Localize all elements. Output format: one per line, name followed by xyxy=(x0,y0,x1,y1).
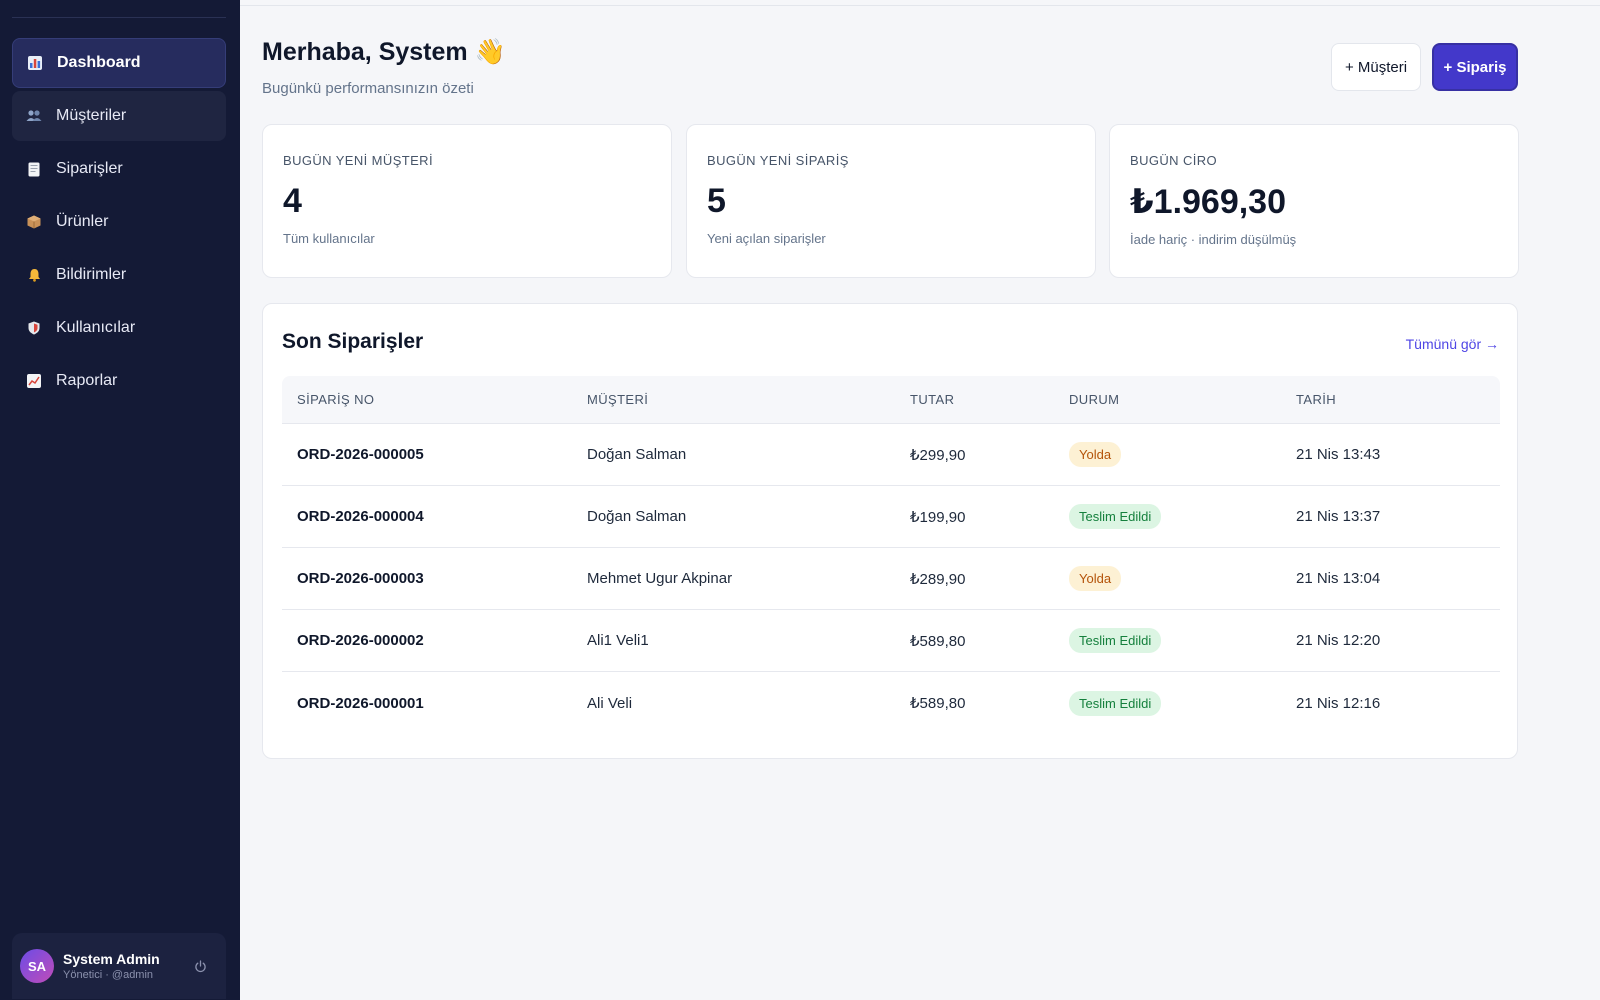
table-header: SİPARİŞ NO MÜŞTERİ TUTAR DURUM TARİH xyxy=(282,376,1500,424)
sidebar-item-label: Ürünler xyxy=(56,213,109,230)
divider xyxy=(12,17,226,18)
user-card: SA System Admin Yönetici · @admin xyxy=(12,933,226,999)
stat-value: 4 xyxy=(283,182,302,220)
order-amount: ₺589,80 xyxy=(910,632,966,650)
bell-icon xyxy=(26,267,42,283)
recent-orders-card: Son Siparişler Tümünü gör → SİPARİŞ NO M… xyxy=(262,303,1518,759)
user-role: Yönetici · @admin xyxy=(63,969,154,981)
stat-card-revenue: BUGÜN CİRO ₺1.969,30 İade hariç · indiri… xyxy=(1109,124,1519,278)
add-order-button[interactable]: + Sipariş xyxy=(1432,43,1518,91)
page-subtitle: Bugünkü performansınızın özeti xyxy=(262,80,474,97)
sidebar-nav: Dashboard Müşteriler Siparişler Ürünler … xyxy=(12,38,226,409)
order-date: 21 Nis 12:16 xyxy=(1296,694,1381,712)
sidebar-item-label: Raporlar xyxy=(56,372,118,389)
add-customer-button[interactable]: + Müşteri xyxy=(1331,43,1421,91)
status-cell: Teslim Edildi xyxy=(1069,504,1296,529)
customer-name: Doğan Salman xyxy=(587,446,687,463)
sidebar-item-orders[interactable]: Siparişler xyxy=(12,144,226,194)
avatar: SA xyxy=(20,949,54,983)
sidebar-item-users[interactable]: Kullanıcılar xyxy=(12,303,226,353)
customer-name: Doğan Salman xyxy=(587,508,687,525)
stat-value: ₺1.969,30 xyxy=(1130,183,1287,221)
sidebar-item-label: Bildirimler xyxy=(56,266,127,283)
sidebar-item-label: Müşteriler xyxy=(56,107,127,124)
status-badge: Yolda xyxy=(1069,442,1122,467)
user-info: System Admin Yönetici · @admin xyxy=(63,951,188,981)
stat-label: BUGÜN CİRO xyxy=(1130,153,1218,168)
column-header-customer[interactable]: MÜŞTERİ xyxy=(587,392,649,407)
table-row[interactable]: ORD-2026-000003 Mehmet Ugur Akpinar ₺289… xyxy=(282,548,1500,610)
status-badge: Yolda xyxy=(1069,566,1122,591)
power-icon[interactable] xyxy=(188,954,212,978)
receipt-icon xyxy=(26,161,42,177)
status-badge: Teslim Edildi xyxy=(1069,628,1162,653)
column-header-status[interactable]: DURUM xyxy=(1069,392,1120,407)
sidebar-item-reports[interactable]: Raporlar xyxy=(12,356,226,406)
order-amount: ₺299,90 xyxy=(910,446,966,464)
shield-icon xyxy=(26,320,42,336)
sidebar-item-products[interactable]: Ürünler xyxy=(12,197,226,247)
stat-card-new-customers: BUGÜN YENİ MÜŞTERİ 4 Tüm kullanıcılar xyxy=(262,124,672,278)
customer-name: Ali Veli xyxy=(587,694,633,712)
column-header-date[interactable]: TARİH xyxy=(1296,392,1337,407)
stat-value: 5 xyxy=(707,182,726,220)
table-row[interactable]: ORD-2026-000005 Doğan Salman ₺299,90 Yol… xyxy=(282,424,1500,486)
stat-caption: Yeni açılan siparişler xyxy=(707,231,826,246)
package-icon xyxy=(26,214,42,230)
sidebar-item-notifications[interactable]: Bildirimler xyxy=(12,250,226,300)
sidebar-item-label: Kullanıcılar xyxy=(56,319,136,336)
orders-table: SİPARİŞ NO MÜŞTERİ TUTAR DURUM TARİH ORD… xyxy=(282,376,1500,734)
table-row[interactable]: ORD-2026-000002 Ali1 Veli1 ₺589,80 Tesli… xyxy=(282,610,1500,672)
order-date: 21 Nis 13:04 xyxy=(1296,570,1381,587)
sidebar-item-label: Siparişler xyxy=(56,160,123,177)
divider xyxy=(240,5,1600,6)
order-number[interactable]: ORD-2026-000004 xyxy=(297,508,424,525)
sidebar: Dashboard Müşteriler Siparişler Ürünler … xyxy=(0,0,240,1000)
order-date: 21 Nis 13:37 xyxy=(1296,508,1381,525)
order-amount: ₺589,80 xyxy=(910,695,966,712)
order-number[interactable]: ORD-2026-000003 xyxy=(297,570,424,587)
status-cell: Yolda xyxy=(1069,566,1296,591)
table-row[interactable]: ORD-2026-000001 Ali Veli ₺589,80 Teslim … xyxy=(282,672,1500,734)
bar-chart-icon xyxy=(27,55,43,71)
sidebar-item-customers[interactable]: Müşteriler xyxy=(12,91,226,141)
table-row[interactable]: ORD-2026-000004 Doğan Salman ₺199,90 Tes… xyxy=(282,486,1500,548)
order-number[interactable]: ORD-2026-000002 xyxy=(297,632,424,649)
stat-caption: İade hariç · indirim düşülmüş xyxy=(1130,232,1297,247)
status-cell: Teslim Edildi xyxy=(1069,690,1296,716)
stat-card-new-orders: BUGÜN YENİ SİPARİŞ 5 Yeni açılan sipariş… xyxy=(686,124,1096,278)
customer-name: Mehmet Ugur Akpinar xyxy=(587,570,733,587)
user-name: System Admin xyxy=(63,951,160,967)
stat-label: BUGÜN YENİ MÜŞTERİ xyxy=(283,153,433,168)
order-number[interactable]: ORD-2026-000005 xyxy=(297,446,424,463)
stat-caption: Tüm kullanıcılar xyxy=(283,231,375,246)
sidebar-item-label: Dashboard xyxy=(57,54,141,71)
order-amount: ₺289,90 xyxy=(910,570,966,588)
column-header-order-no[interactable]: SİPARİŞ NO xyxy=(297,392,375,407)
page-title: Merhaba, System 👋 xyxy=(262,38,506,66)
view-all-link[interactable]: Tümünü gör → xyxy=(1405,336,1499,352)
status-cell: Yolda xyxy=(1069,442,1296,467)
order-date: 21 Nis 13:43 xyxy=(1296,446,1381,463)
column-header-amount[interactable]: TUTAR xyxy=(910,392,955,407)
status-cell: Teslim Edildi xyxy=(1069,628,1296,653)
stat-label: BUGÜN YENİ SİPARİŞ xyxy=(707,153,849,168)
order-amount: ₺199,90 xyxy=(910,508,966,526)
customer-name: Ali1 Veli1 xyxy=(587,632,649,649)
order-number[interactable]: ORD-2026-000001 xyxy=(297,694,424,712)
status-badge: Teslim Edildi xyxy=(1069,690,1162,716)
sidebar-item-dashboard[interactable]: Dashboard xyxy=(12,38,226,88)
section-title: Son Siparişler xyxy=(282,330,424,353)
trend-chart-icon xyxy=(26,373,42,389)
order-date: 21 Nis 12:20 xyxy=(1296,632,1381,649)
status-badge: Teslim Edildi xyxy=(1069,504,1162,529)
users-icon xyxy=(26,108,42,124)
